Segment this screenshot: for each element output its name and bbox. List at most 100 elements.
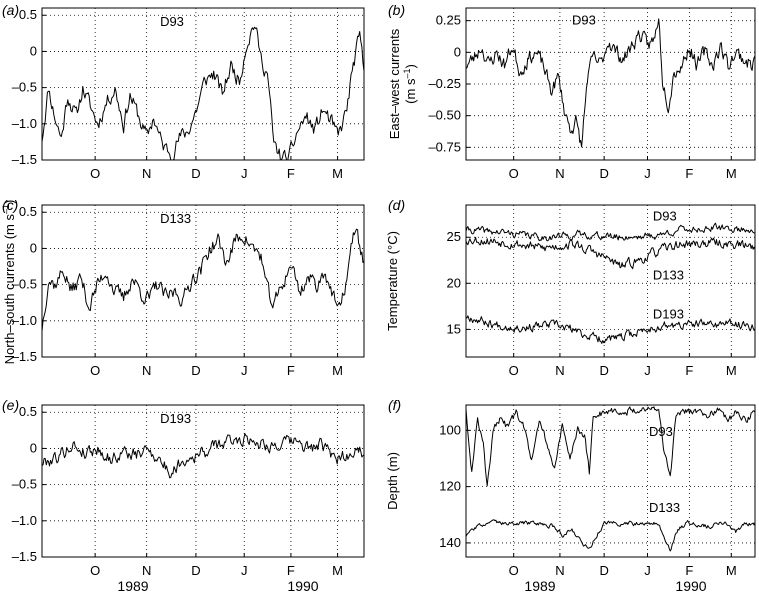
series-line-b-D93 <box>465 18 756 148</box>
xtick-label-b: F <box>685 166 693 181</box>
xtick-label-d: O <box>509 363 519 378</box>
panel-d: (d) <box>388 197 756 358</box>
xtick-label-b: N <box>555 166 564 181</box>
ytick-label-c: 0.5 <box>19 204 37 219</box>
xtick-label-e: J <box>241 563 248 578</box>
panel-a-frame <box>41 7 365 161</box>
xtick-label-d: D <box>599 363 608 378</box>
xtick-label-a: M <box>332 166 343 181</box>
xtick-label-c: N <box>142 363 151 378</box>
ytick-label-c: –0.5 <box>12 277 37 292</box>
series-label-e-D193: D193 <box>160 411 191 426</box>
series-line-f-D93 <box>465 406 756 487</box>
series-line-d-D133 <box>465 236 756 270</box>
panel-f-label: (f) <box>388 397 401 413</box>
panel-c: (c) <box>2 197 365 358</box>
panel-d-label: (d) <box>388 197 405 213</box>
series-label-d-D93: D93 <box>653 209 677 224</box>
panel-b-label: (b) <box>388 2 405 18</box>
series-line-e-D193 <box>41 433 365 479</box>
series-line-d-D93 <box>465 222 756 242</box>
xtick-label-e: N <box>142 563 151 578</box>
xtick-label-a: J <box>241 166 248 181</box>
ytick-label-c: –1.5 <box>12 349 37 364</box>
xtick-label-a: F <box>287 166 295 181</box>
ytick-label-c: –1.0 <box>12 313 37 328</box>
year-label-1989-left: 1989 <box>117 578 148 594</box>
series-label-c-D133: D133 <box>160 211 191 226</box>
xtick-label-a: N <box>142 166 151 181</box>
ytick-label-d: 15 <box>447 321 461 336</box>
panel-e-frame <box>41 404 365 558</box>
chart-marks: O N D J F M 0.5 0 –0.5 –1.0 –1.5 D93 O N D J F M 0.25 0 –0.2… <box>12 7 756 578</box>
ytick-label-e: –1.0 <box>12 513 37 528</box>
panel-a: (a) <box>2 2 365 161</box>
series-label-b-D93: D93 <box>572 12 596 27</box>
panel-f-frame <box>465 404 756 558</box>
xtick-label-f: J <box>644 563 651 578</box>
xtick-label-f: N <box>555 563 564 578</box>
xtick-label-c: O <box>90 363 100 378</box>
ytick-label-a: –0.5 <box>12 80 37 95</box>
ytick-label-a: 0.5 <box>19 7 37 22</box>
xtick-label-d: J <box>644 363 651 378</box>
xtick-label-b: M <box>726 166 737 181</box>
ylabel-b-line2: (m s–1) <box>402 64 418 104</box>
xtick-label-e: O <box>90 563 100 578</box>
ytick-label-b: –0.25 <box>428 76 461 91</box>
ytick-label-b: 0.25 <box>436 13 461 28</box>
ytick-label-a: –1.5 <box>12 152 37 167</box>
xtick-label-e: F <box>287 563 295 578</box>
series-label-a-D93: D93 <box>160 14 184 29</box>
xtick-label-c: D <box>191 363 200 378</box>
xtick-label-c: M <box>332 363 343 378</box>
panel-f: (f) <box>388 397 756 558</box>
xtick-label-c: J <box>241 363 248 378</box>
xtick-label-e: D <box>191 563 200 578</box>
xtick-label-f: M <box>726 563 737 578</box>
ytick-label-c: 0 <box>30 240 37 255</box>
xtick-label-a: O <box>90 166 100 181</box>
series-line-c-D133 <box>41 228 365 332</box>
ytick-label-a: –1.0 <box>12 116 37 131</box>
year-label-1989-right: 1989 <box>524 578 555 594</box>
ytick-label-e: –1.5 <box>12 549 37 564</box>
xtick-label-b: J <box>644 166 651 181</box>
xtick-label-b: O <box>509 166 519 181</box>
series-label-d-D133: D133 <box>653 268 684 283</box>
series-label-f-D133: D133 <box>649 500 680 515</box>
xtick-label-e: M <box>332 563 343 578</box>
ylabel-left: North–south currents (m s–1) <box>1 200 17 365</box>
ytick-label-e: 0.5 <box>19 404 37 419</box>
xtick-label-c: F <box>287 363 295 378</box>
panel-e: (e) <box>2 397 365 558</box>
ylabel-d: Temperature (°C) <box>385 231 400 331</box>
panel-a-label: (a) <box>2 2 19 18</box>
series-label-d-D193: D193 <box>653 306 684 321</box>
ytick-label-b: 0 <box>454 44 461 59</box>
ytick-label-d: 20 <box>447 275 461 290</box>
xtick-label-d: M <box>726 363 737 378</box>
xtick-label-a: D <box>191 166 200 181</box>
xtick-label-b: D <box>599 166 608 181</box>
ytick-label-f: 140 <box>439 535 461 550</box>
xtick-label-d: F <box>685 363 693 378</box>
ytick-label-b: –0.75 <box>428 139 461 154</box>
panel-c-frame <box>41 204 365 358</box>
series-line-f-D133 <box>465 519 756 552</box>
year-label-1990-right: 1990 <box>675 578 706 594</box>
xtick-label-f: F <box>685 563 693 578</box>
xtick-label-f: D <box>599 563 608 578</box>
panel-e-label: (e) <box>2 397 19 413</box>
year-label-1990-left: 1990 <box>287 578 318 594</box>
panel-c-label: (c) <box>2 197 18 213</box>
ylabel-b-line1: East–west currents <box>387 28 402 139</box>
ytick-label-e: 0 <box>30 440 37 455</box>
ytick-label-f: 120 <box>439 479 461 494</box>
ytick-label-e: –0.5 <box>12 477 37 492</box>
ytick-label-b: –0.50 <box>428 108 461 123</box>
series-label-f-D93: D93 <box>649 424 673 439</box>
series-line-a-D93 <box>41 26 365 161</box>
ylabel-f: Depth (m) <box>385 452 400 510</box>
